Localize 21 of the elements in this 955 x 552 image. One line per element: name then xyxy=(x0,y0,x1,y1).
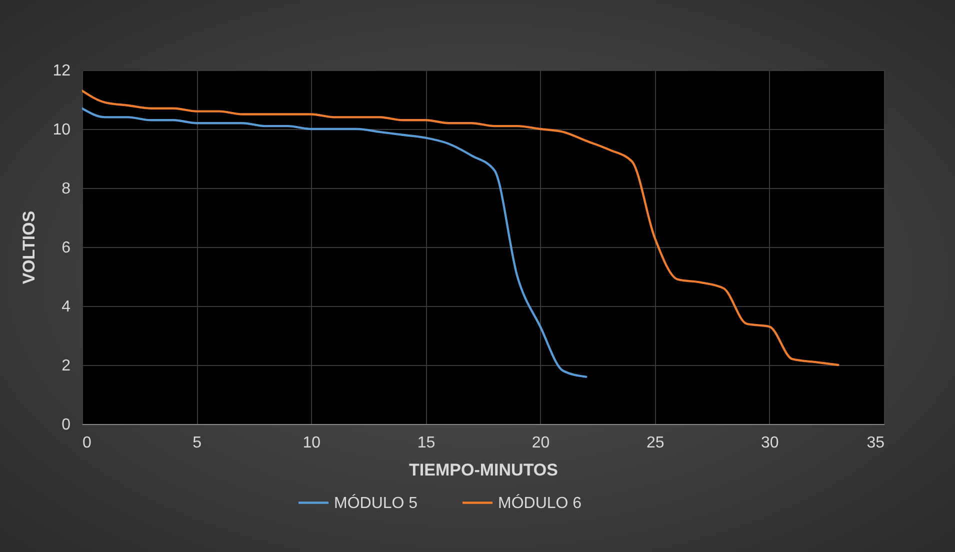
x-tick-label: 30 xyxy=(761,434,779,452)
x-axis-title: TIEMPO-MINUTOS xyxy=(409,460,558,480)
y-tick-label: 4 xyxy=(62,298,71,316)
legend-label: MÓDULO 5 xyxy=(334,494,418,512)
y-tick-label: 6 xyxy=(62,240,71,256)
line-series xyxy=(82,107,588,378)
y-tick-label: 12 xyxy=(52,62,71,80)
line-series xyxy=(82,90,840,366)
x-tick-label: 5 xyxy=(192,434,202,452)
y-tick-label: 8 xyxy=(62,180,71,198)
y-axis-title: VOLTIOS xyxy=(20,210,39,284)
x-tick-label: 20 xyxy=(532,434,550,452)
x-tick-label: 15 xyxy=(417,434,436,452)
x-tick-label: 25 xyxy=(646,434,664,452)
x-tick-label: 0 xyxy=(82,434,92,452)
x-tick-label: 35 xyxy=(866,434,885,452)
y-tick-label: 0 xyxy=(62,416,71,434)
y-tick-label: 2 xyxy=(62,358,71,374)
x-tick-label: 10 xyxy=(302,434,321,452)
legend-label: MÓDULO 6 xyxy=(498,494,582,512)
y-tick-label: 10 xyxy=(52,122,71,138)
